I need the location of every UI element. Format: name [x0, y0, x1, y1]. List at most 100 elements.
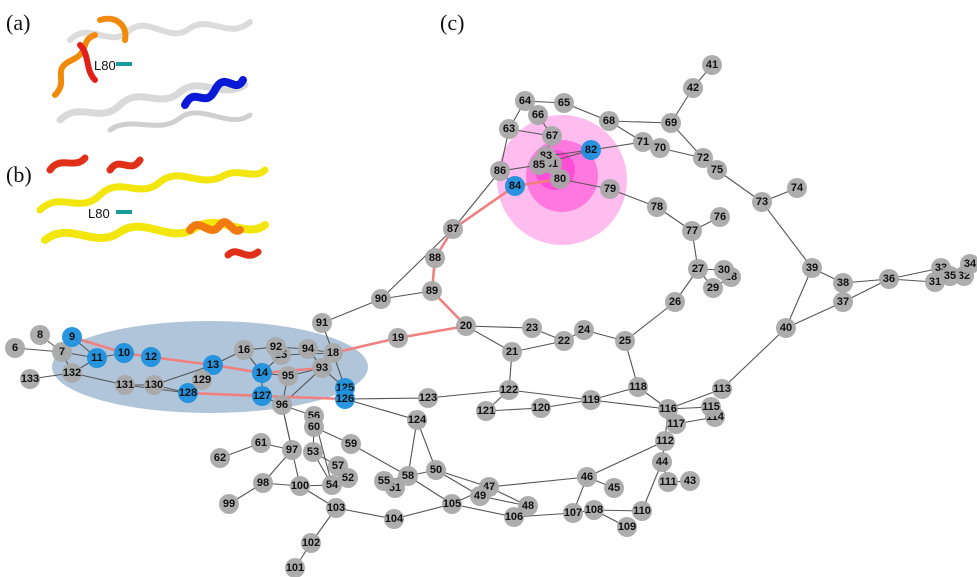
- node-circle: [683, 78, 703, 98]
- node-99: 99: [219, 494, 239, 514]
- node-circle: [682, 221, 702, 241]
- edge-25-26: [624, 301, 676, 342]
- node-65: 65: [554, 93, 574, 113]
- node-119: 119: [581, 390, 601, 410]
- node-circle: [655, 431, 675, 451]
- node-label: 65: [558, 97, 570, 109]
- node-circle: [707, 160, 727, 180]
- node-96: 96: [272, 395, 292, 415]
- edge-40-39: [785, 267, 813, 329]
- node-label: 31: [929, 276, 941, 288]
- node-104: 104: [384, 509, 404, 529]
- edge-87-86: [452, 170, 501, 230]
- node-circle: [752, 192, 772, 212]
- panel-b-ribbon: [36, 154, 269, 259]
- node-circle: [323, 343, 343, 363]
- node-circle: [30, 325, 50, 345]
- node-circle: [278, 366, 298, 386]
- node-label: 39: [806, 262, 818, 274]
- node-label: 70: [654, 142, 666, 154]
- node-circle: [442, 494, 462, 514]
- node-circle: [304, 417, 324, 437]
- node-86: 86: [490, 161, 510, 181]
- node-label: 23: [526, 322, 538, 334]
- node-circle: [203, 355, 223, 375]
- node-circle: [470, 486, 490, 506]
- node-circle: [328, 456, 348, 476]
- node-label: 36: [883, 273, 895, 285]
- node-circle: [581, 140, 601, 160]
- node-circle: [178, 383, 198, 403]
- node-22: 22: [554, 331, 574, 351]
- node-circle: [426, 460, 446, 480]
- node-129: 129: [192, 370, 212, 390]
- node-circle: [701, 397, 721, 417]
- node-25: 25: [615, 331, 635, 351]
- node-6: 6: [5, 338, 25, 358]
- node-label: 72: [697, 152, 709, 164]
- node-label: 127: [253, 390, 271, 402]
- node-circle: [600, 179, 620, 199]
- node-circle: [335, 389, 355, 409]
- node-108: 108: [584, 500, 604, 520]
- edge-68-69: [608, 120, 672, 124]
- node-label: 124: [408, 414, 427, 426]
- node-label: 87: [447, 223, 459, 235]
- node-circle: [554, 93, 574, 113]
- node-label: 14: [256, 367, 269, 379]
- node-64: 64: [515, 91, 535, 111]
- node-49: 49: [470, 486, 490, 506]
- node-label: 68: [603, 115, 615, 127]
- node-50: 50: [426, 460, 446, 480]
- node-circle: [940, 266, 960, 286]
- node-circle: [87, 348, 107, 368]
- node-circle: [633, 132, 653, 152]
- node-66: 66: [528, 105, 548, 125]
- node-circle: [688, 259, 708, 279]
- node-label: 6: [12, 342, 18, 354]
- edge-39-73: [761, 201, 813, 269]
- node-label: 69: [665, 117, 677, 129]
- node-circle: [550, 169, 570, 189]
- node-circle: [388, 328, 408, 348]
- node-circle: [581, 390, 601, 410]
- node-label: 48: [522, 500, 534, 512]
- node-label: 110: [633, 505, 651, 517]
- node-label: 46: [581, 471, 593, 483]
- node-circle: [710, 207, 730, 227]
- node-circle: [114, 343, 134, 363]
- node-label: 57: [332, 460, 344, 472]
- node-label: 101: [286, 562, 304, 574]
- node-label: 121: [477, 405, 495, 417]
- node-label: 58: [402, 470, 414, 482]
- node-circle: [5, 338, 25, 358]
- path-edge-87-84: [452, 184, 516, 231]
- node-75: 75: [707, 160, 727, 180]
- panel-b-residue-label: L80: [88, 206, 110, 221]
- node-67: 67: [542, 126, 562, 146]
- node-circle: [802, 258, 822, 278]
- node-122: 122: [499, 380, 519, 400]
- node-circle: [628, 377, 648, 397]
- node-59: 59: [341, 434, 361, 454]
- node-label: 128: [179, 387, 197, 399]
- node-label: 64: [519, 95, 532, 107]
- node-87: 87: [443, 219, 463, 239]
- node-circle: [577, 467, 597, 487]
- edge-13-130: [153, 364, 214, 386]
- node-label: 54: [326, 479, 339, 491]
- node-label: 44: [656, 456, 669, 468]
- node-38: 38: [833, 273, 853, 293]
- node-circle: [665, 292, 685, 312]
- node-label: 79: [604, 183, 616, 195]
- node-label: 59: [345, 438, 357, 450]
- node-24: 24: [574, 320, 594, 340]
- node-circle: [505, 176, 525, 196]
- node-circle: [312, 358, 332, 378]
- node-label: 122: [500, 384, 518, 396]
- node-7: 7: [52, 342, 72, 362]
- node-label: 25: [619, 335, 631, 347]
- node-100: 100: [290, 476, 310, 496]
- node-19: 19: [388, 328, 408, 348]
- node-72: 72: [693, 148, 713, 168]
